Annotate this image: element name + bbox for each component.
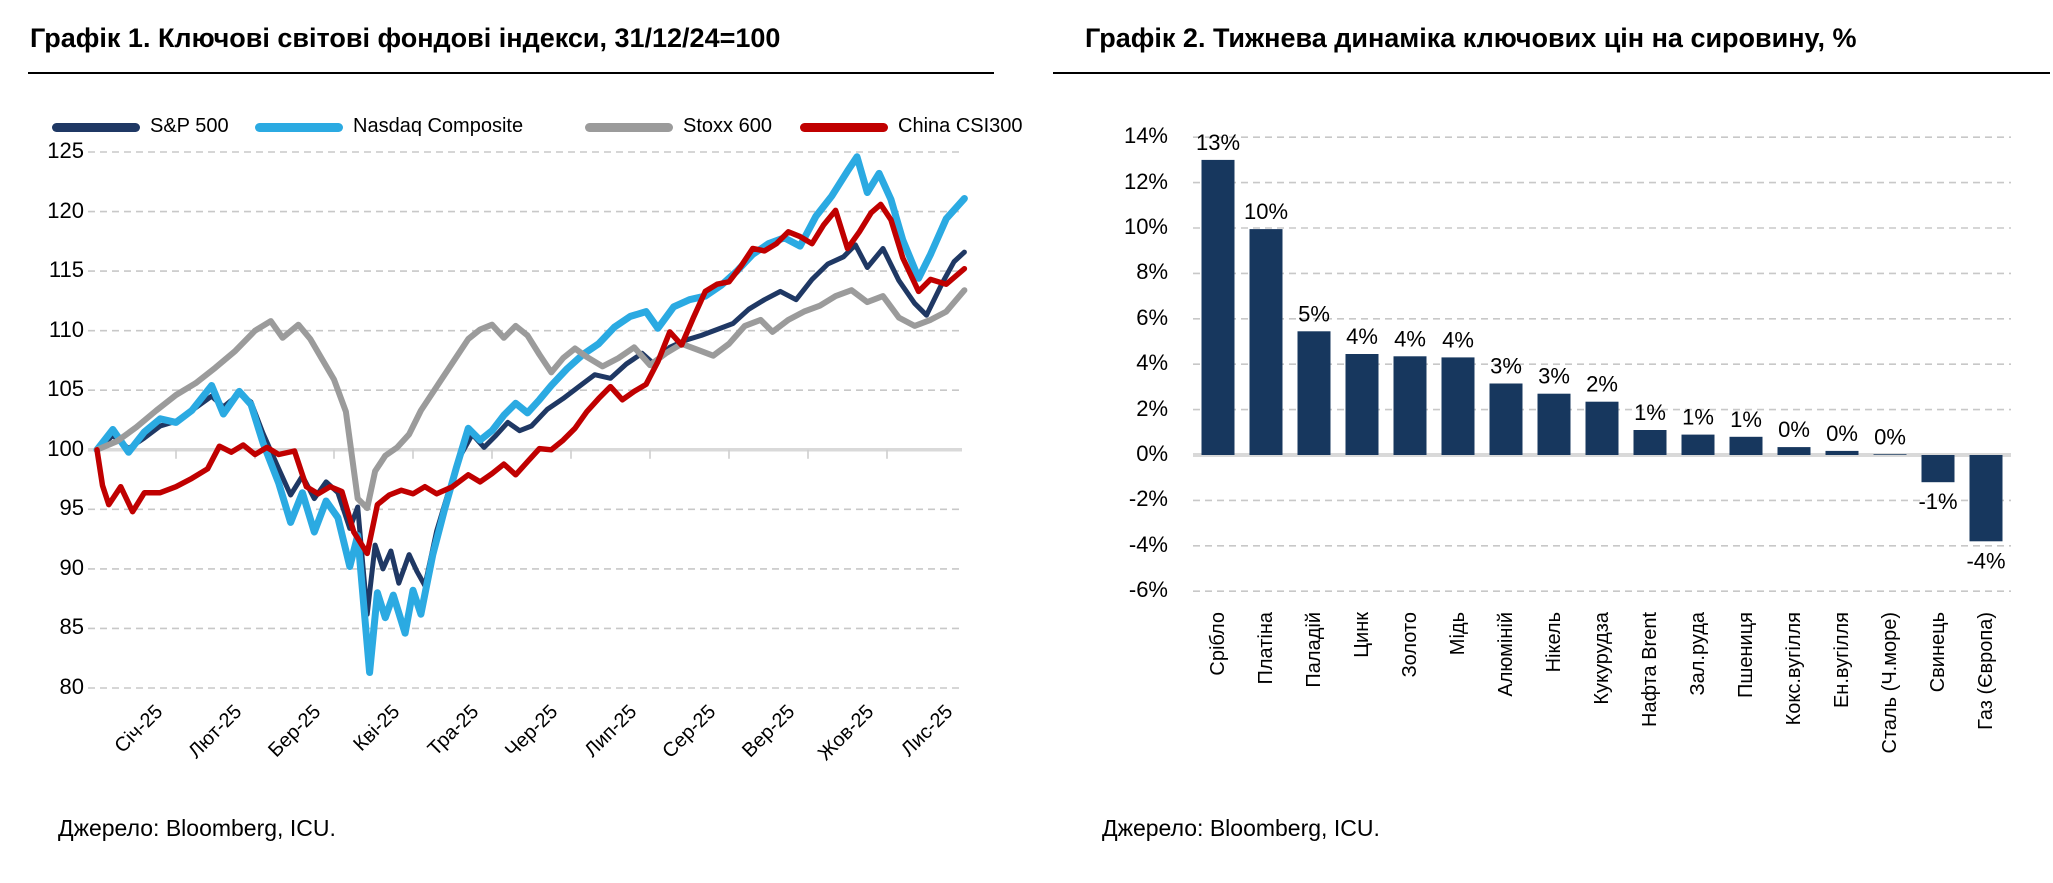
chart2-title-rule <box>1053 72 2050 74</box>
bar-value-label: 1% <box>1730 407 1762 432</box>
bar-value-label: 1% <box>1682 405 1714 430</box>
bar <box>1873 454 1907 455</box>
y-tick-label: 110 <box>48 317 84 342</box>
bar <box>1345 354 1379 455</box>
bar <box>1633 430 1667 455</box>
chart1-line-plot <box>88 151 968 689</box>
category-label: Срібло <box>1207 612 1229 676</box>
legend-swatch-nasdaq <box>255 123 343 132</box>
category-label: Цинк <box>1351 612 1373 658</box>
bar <box>1297 331 1331 455</box>
y-tick-label: -2% <box>1128 486 1168 511</box>
bar-value-label: 5% <box>1298 301 1330 326</box>
legend-label-nasdaq: Nasdaq Composite <box>353 115 524 137</box>
chart1-legend: S&P 500 Nasdaq Composite Stoxx 600 China… <box>0 0 1026 137</box>
y-tick-label: 95 <box>59 495 84 520</box>
chart1-title-rule <box>28 72 994 74</box>
bar <box>1825 450 1859 455</box>
y-tick-label: 12% <box>1123 169 1168 194</box>
bar-value-label: 13% <box>1196 130 1240 155</box>
y-tick-label: 6% <box>1136 305 1168 330</box>
y-tick-label: -6% <box>1128 577 1168 602</box>
legend-label-sp500: S&P 500 <box>150 115 229 137</box>
bar-value-label: 4% <box>1442 327 1474 352</box>
y-tick-label: 80 <box>59 674 84 699</box>
y-tick-label: 0% <box>1136 441 1168 466</box>
category-label: Свинець <box>1927 612 1949 693</box>
y-tick-label: 2% <box>1136 396 1168 421</box>
bar-value-label: -1% <box>1918 489 1957 514</box>
bar-value-label: -4% <box>1966 548 2005 573</box>
category-label: Пшениця <box>1735 612 1757 699</box>
series-line-nasdaq <box>93 153 968 676</box>
category-label: Газ (Європа) <box>1975 612 1997 730</box>
y-tick-label: 115 <box>48 257 84 282</box>
legend-swatch-sp500 <box>52 123 140 132</box>
bar-value-label: 1% <box>1634 400 1666 425</box>
bar-value-label: 10% <box>1244 199 1288 224</box>
y-tick-label: 10% <box>1123 214 1168 239</box>
bar <box>1777 447 1811 455</box>
bar <box>1921 455 1955 483</box>
y-tick-label: 120 <box>47 198 84 223</box>
bar <box>1489 383 1523 455</box>
legend-swatch-stoxx600 <box>585 123 673 132</box>
legend-swatch-csi300 <box>800 123 888 132</box>
category-label: Сталь (Ч.море) <box>1879 612 1901 754</box>
category-label: Кокс.вугілля <box>1783 612 1805 726</box>
category-label: Нафта Brent <box>1639 612 1661 727</box>
category-label: Нікель <box>1543 612 1565 673</box>
bar-value-label: 3% <box>1490 354 1522 379</box>
chart2-bar-plot: 13% 10% 5% 4% 4% 4% 3% 3% 2% 1% 1% 1% 0% 0% 0% -1% -4% <box>1193 130 2011 593</box>
y-tick-label: 105 <box>47 376 84 401</box>
series-line-csi300 <box>94 201 968 557</box>
chart1-title: Графік 1. Ключові світові фондові індекс… <box>30 23 781 53</box>
chart1-source: Джерело: Bloomberg, ICU. <box>58 815 336 841</box>
y-tick-label: 100 <box>47 436 84 461</box>
y-tick-label: 90 <box>59 555 84 580</box>
bar-value-label: 4% <box>1346 324 1378 349</box>
bar <box>1441 357 1475 455</box>
bar-value-label: 0% <box>1874 424 1906 449</box>
bar-value-label: 0% <box>1826 421 1858 446</box>
bar <box>1729 436 1763 455</box>
bar-value-label: 0% <box>1778 417 1810 442</box>
category-label: Паладій <box>1303 612 1325 688</box>
bar <box>1201 159 1235 455</box>
bar-value-label: 2% <box>1586 372 1618 397</box>
chart2-title: Графік 2. Тижнева динаміка ключових цін … <box>1085 23 1857 53</box>
chart2-source: Джерело: Bloomberg, ICU. <box>1102 815 1380 841</box>
bar <box>1585 401 1619 455</box>
category-label: Ен.вугілля <box>1831 612 1853 709</box>
bar <box>1969 455 2003 542</box>
category-label: Алюміній <box>1495 612 1517 697</box>
category-label: Платіна <box>1255 612 1277 685</box>
category-label: Золото <box>1399 612 1421 678</box>
category-label: Мідь <box>1447 612 1469 656</box>
y-tick-label: 85 <box>59 614 84 639</box>
bar <box>1681 434 1715 455</box>
category-label: Кукурудза <box>1591 612 1613 705</box>
series-line-stoxx600 <box>94 287 968 512</box>
y-tick-label: 4% <box>1136 350 1168 375</box>
bar <box>1537 393 1571 455</box>
y-tick-label: 14% <box>1123 123 1168 148</box>
bar <box>1249 229 1283 455</box>
category-label: Зал.руда <box>1687 612 1709 696</box>
y-tick-label: 125 <box>47 138 84 163</box>
legend-label-csi300: China CSI300 <box>898 115 1023 137</box>
bar <box>1393 356 1427 455</box>
bar-value-label: 3% <box>1538 364 1570 389</box>
y-tick-label: 8% <box>1136 259 1168 284</box>
y-tick-label: -4% <box>1128 532 1168 557</box>
bar-value-label: 4% <box>1394 326 1426 351</box>
legend-label-stoxx600: Stoxx 600 <box>683 115 772 137</box>
